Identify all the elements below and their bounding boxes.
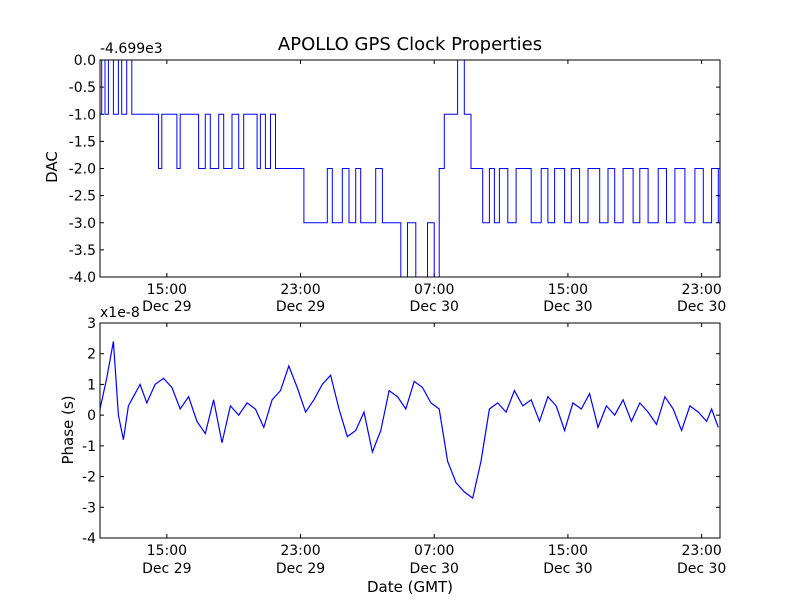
phase-ytick-label: 2 [87, 347, 96, 363]
dac-ytick-label: 0.0 [74, 53, 96, 69]
phase-xtick-date-label: Dec 29 [142, 561, 191, 577]
dac-ytick-label: -0.5 [69, 80, 96, 96]
dac-ytick-label: -3.0 [69, 216, 96, 232]
phase-xtick-time-label: 07:00 [414, 543, 454, 559]
dac-xtick-time-label: 07:00 [414, 282, 454, 298]
dac-series-group [100, 59, 719, 278]
phase-ytick-label: 1 [87, 377, 96, 393]
dac-series-line [100, 59, 719, 278]
phase-ytick-label: 3 [87, 316, 96, 332]
dac-xtick-time-label: 23:00 [280, 282, 320, 298]
dac-ytick-label: -2.0 [69, 162, 96, 178]
dac-ytick-label: -3.5 [69, 243, 96, 259]
dac-ticks: 0.0 -0.5 -1.0 -1.5 -2.0 -2.5 -3.0 -3.5 -4.0 15:00… [69, 53, 727, 315]
dac-panel: -4.699e3 DAC 0.0 -0.5 -1.0 -1.5 -2.0 -2.5 -3.0… [43, 41, 726, 315]
phase-xtick-time-label: 15:00 [147, 543, 187, 559]
dac-xtick-date-label: Dec 30 [677, 299, 726, 315]
dac-ytick-label: -1.0 [69, 107, 96, 123]
phase-ytick-label: 0 [87, 408, 96, 424]
dac-offset-label: -4.699e3 [100, 41, 163, 57]
dac-xtick-time-label: 15:00 [548, 282, 588, 298]
phase-ytick-label: -1 [82, 439, 96, 455]
dac-plot-frame [99, 59, 721, 278]
dac-xtick-date-label: Dec 29 [276, 299, 325, 315]
dac-ytick-label: -1.5 [69, 134, 96, 150]
phase-ytick-label: -3 [82, 500, 96, 516]
phase-xtick-date-label: Dec 30 [677, 561, 726, 577]
figure-title: APOLLO GPS Clock Properties [278, 34, 542, 55]
dac-xtick-time-label: 23:00 [681, 282, 721, 298]
phase-xtick-time-label: 23:00 [280, 543, 320, 559]
phase-offset-label: x1e-8 [100, 305, 140, 321]
dac-xtick-date-label: Dec 30 [410, 299, 459, 315]
dac-ytick-label: -4.0 [69, 270, 96, 286]
phase-ytick-label: -4 [82, 531, 96, 547]
phase-xtick-time-label: 15:00 [548, 543, 588, 559]
dac-xtick-time-label: 15:00 [147, 282, 187, 298]
phase-ytick-label: -2 [82, 470, 96, 486]
dac-ytick-label: -2.5 [69, 189, 96, 205]
dac-y-axis-label: DAC [43, 151, 61, 183]
dac-xtick-date-label: Dec 30 [543, 299, 592, 315]
dac-xtick-date-label: Dec 29 [142, 299, 191, 315]
phase-series-line [99, 341, 719, 500]
phase-xtick-date-label: Dec 30 [543, 561, 592, 577]
phase-y-axis-label: Phase (s) [59, 395, 77, 464]
phase-xtick-date-label: Dec 30 [410, 561, 459, 577]
phase-xtick-date-label: Dec 29 [276, 561, 325, 577]
phase-panel: x1e-8 Phase (s) Date (GMT) 3 2 1 0 -1 -2 -3 -4 1… [59, 305, 726, 596]
phase-plot-frame [99, 322, 721, 539]
phase-x-axis-label: Date (GMT) [367, 578, 453, 596]
phase-ticks: 3 2 1 0 -1 -2 -3 -4 15:00 Dec 29 23:00 Dec 29 07:00 D… [82, 316, 726, 577]
phase-xtick-time-label: 23:00 [681, 543, 721, 559]
phase-series-group [99, 341, 719, 500]
